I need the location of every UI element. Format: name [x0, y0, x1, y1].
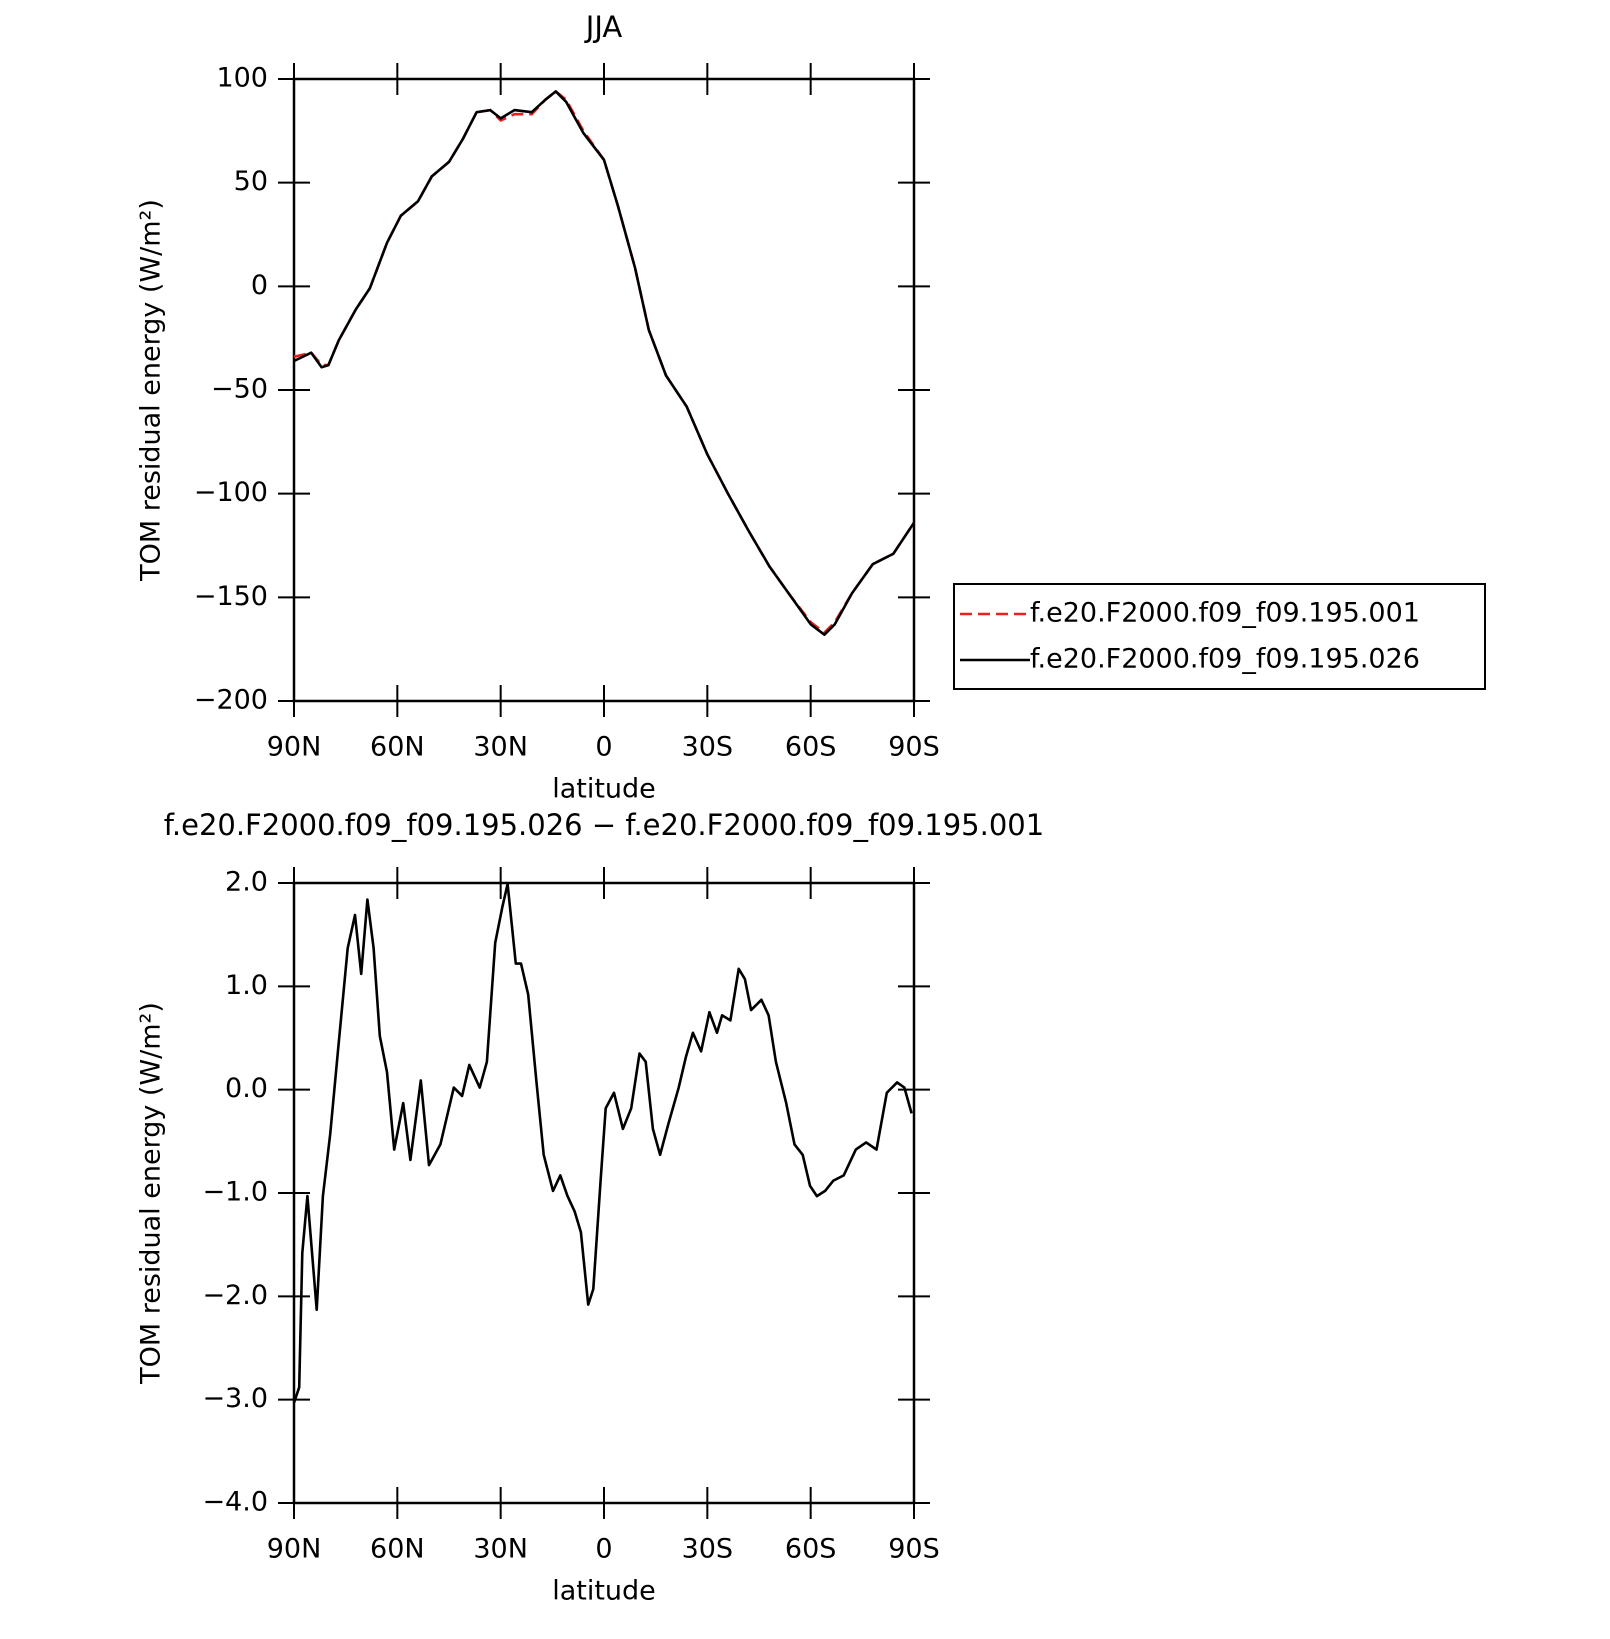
- x-axis-label: latitude: [552, 774, 656, 805]
- y-tick-label: −100: [194, 477, 268, 508]
- x-tick-label: 90S: [888, 732, 940, 763]
- x-tick-label: 60N: [370, 1534, 425, 1565]
- y-tick-label: 50: [234, 166, 268, 197]
- x-tick-label: 90N: [267, 1534, 322, 1565]
- x-tick-label: 0: [595, 732, 612, 763]
- y-tick-label: 100: [216, 63, 268, 94]
- y-tick-label: −2.0: [202, 1280, 268, 1311]
- x-tick-label: 30S: [682, 1534, 734, 1565]
- chart-title: JJA: [584, 10, 623, 44]
- x-axis-label: latitude: [552, 1576, 656, 1607]
- plot-frame: [292, 77, 916, 703]
- y-axis-label: TOM residual energy (W/m²): [136, 199, 167, 582]
- y-tick-label: −50: [211, 374, 268, 405]
- y-tick-label: 2.0: [225, 867, 268, 898]
- y-tick-label: −150: [194, 581, 268, 612]
- y-tick-label: 0.0: [225, 1073, 268, 1104]
- legend-box: [953, 583, 1486, 690]
- y-tick-label: −4.0: [202, 1487, 268, 1518]
- x-tick-label: 30S: [682, 732, 734, 763]
- data-line: [292, 882, 913, 1404]
- x-tick-label: 30N: [473, 1534, 528, 1565]
- data-line: [293, 90, 916, 636]
- chart-title: f.e20.F2000.f09_f09.195.026 − f.e20.F200…: [164, 808, 1044, 842]
- x-tick-label: 30N: [473, 732, 528, 763]
- x-tick-label: 60N: [370, 732, 425, 763]
- x-tick-label: 90N: [267, 732, 322, 763]
- x-tick-label: 60S: [785, 1534, 837, 1565]
- y-axis-label: TOM residual energy (W/m²): [136, 1002, 167, 1385]
- data-line: [293, 90, 916, 634]
- x-tick-label: 0: [595, 1534, 612, 1565]
- y-tick-label: −3.0: [202, 1383, 268, 1414]
- y-tick-label: 0: [251, 270, 268, 301]
- y-tick-label: −1.0: [202, 1177, 268, 1208]
- plot-frame: [292, 881, 916, 1505]
- legend-label: f.e20.F2000.f09_f09.195.026: [1030, 644, 1420, 675]
- y-tick-label: −200: [194, 685, 268, 716]
- legend-label: f.e20.F2000.f09_f09.195.001: [1030, 598, 1420, 629]
- x-tick-label: 60S: [785, 732, 837, 763]
- x-tick-label: 90S: [888, 1534, 940, 1565]
- y-tick-label: 1.0: [225, 970, 268, 1001]
